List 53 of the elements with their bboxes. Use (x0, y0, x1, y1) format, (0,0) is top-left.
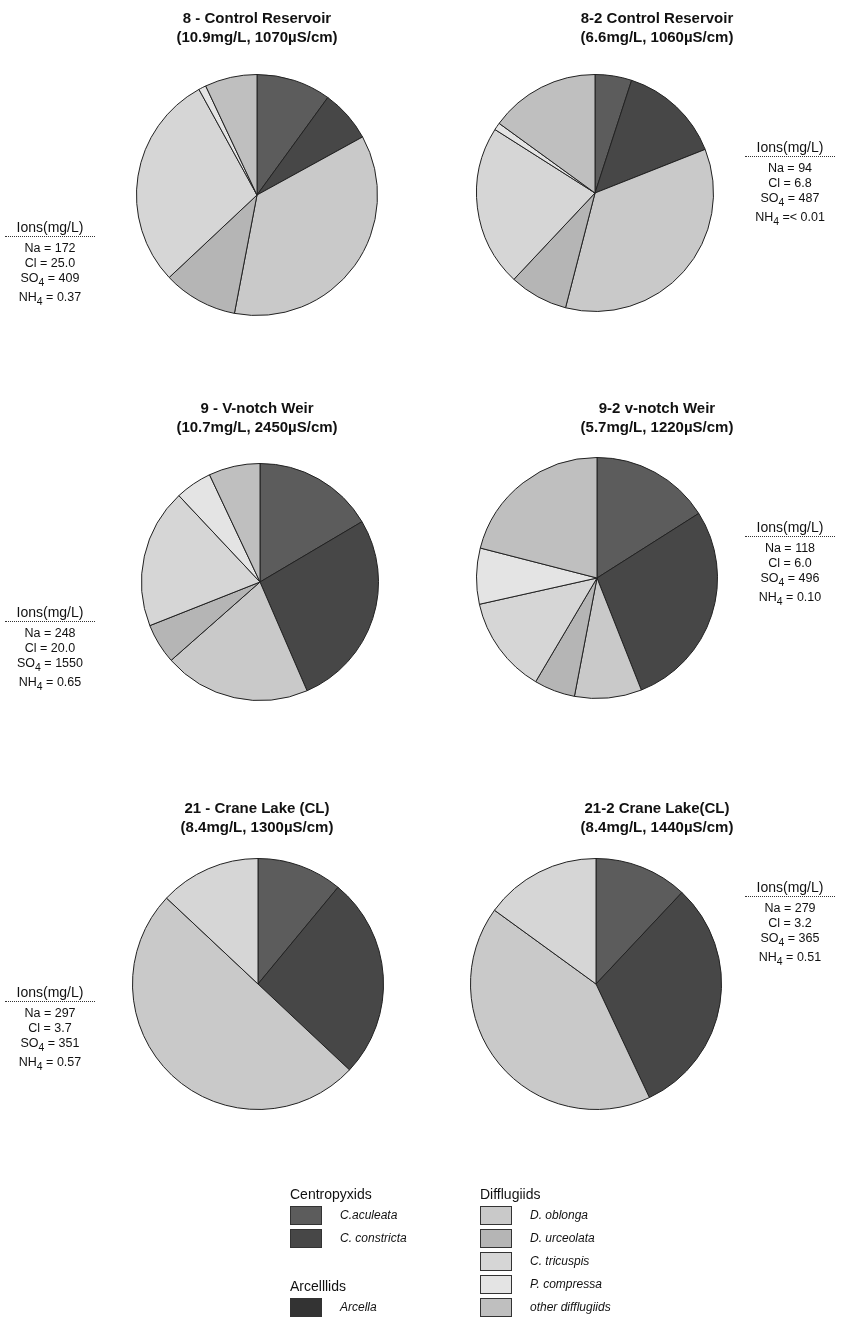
text: Ions(mg/L) (745, 879, 835, 897)
chart-subtitle: (10.7mg/L, 2450µS/cm) (175, 417, 339, 436)
text: Ions(mg/L) (5, 604, 95, 622)
chart-subtitle: (8.4mg/L, 1300µS/cm) (179, 817, 335, 836)
text: Na = 118 (763, 541, 817, 556)
text: NH$_{4}$ = 0.57 (17, 1054, 83, 1073)
text: Ions(mg/L) (5, 219, 95, 237)
legend-label: other difflugiids (530, 1300, 611, 1314)
text: Cl = 3.2 (767, 916, 813, 931)
chart-title: 8 - Control Reservoir (181, 8, 333, 27)
text: SO$_{4}$ = 496 (759, 571, 821, 590)
chart-subtitle: (6.6mg/L, 1060µS/cm) (579, 27, 735, 46)
text: Na = 172 (23, 241, 77, 256)
text: SO$_{4}$ = 487 (759, 191, 821, 210)
text: Na = 248 (23, 626, 77, 641)
text: Ions(mg/L) (745, 139, 835, 157)
chart-title: 9 - V-notch Weir (199, 398, 315, 417)
text: Difflugiids (480, 1186, 541, 1202)
chart-subtitle: (10.9mg/L, 1070µS/cm) (175, 27, 339, 46)
legend-label: D. oblonga (530, 1208, 589, 1222)
text: Cl = 3.7 (27, 1021, 73, 1036)
chart-title: 21-2 Crane Lake(CL) (583, 798, 731, 817)
text: Ions(mg/L) (5, 984, 95, 1002)
text: NH$_{4}$ = 0.37 (17, 289, 83, 308)
text: Na = 297 (23, 1006, 77, 1021)
text: Cl = 6.0 (767, 556, 813, 571)
text: Cl = 20.0 (23, 641, 77, 656)
legend-label: Arcella (340, 1300, 377, 1314)
legend-label: C.aculeata (340, 1208, 398, 1222)
chart-subtitle: (8.4mg/L, 1440µS/cm) (579, 817, 735, 836)
text: NH$_{4}$ = 0.65 (17, 674, 83, 693)
text: Na = 94 (766, 161, 814, 176)
text: NH$_{4}$ =< 0.01 (754, 209, 826, 228)
text: SO$_{4}$ = 1550 (16, 656, 84, 675)
chart-title: 21 - Crane Lake (CL) (183, 798, 331, 817)
text: Cl = 25.0 (23, 256, 77, 271)
legend-label: P. compressa (530, 1277, 602, 1291)
text: Centropyxids (290, 1186, 372, 1202)
text: Arcelllids (290, 1278, 347, 1294)
text: Na = 279 (763, 901, 817, 916)
chart-subtitle: (5.7mg/L, 1220µS/cm) (579, 417, 735, 436)
text: NH$_{4}$ = 0.10 (757, 589, 823, 608)
text: SO$_{4}$ = 409 (19, 271, 81, 290)
text: Ions(mg/L) (745, 519, 835, 537)
text: SO$_{4}$ = 351 (19, 1036, 81, 1055)
legend-label: C. constricta (340, 1231, 407, 1245)
chart-title: 8-2 Control Reservoir (579, 8, 735, 27)
legend-label: D. urceolata (530, 1231, 595, 1245)
chart-title: 9-2 v-notch Weir (597, 398, 717, 417)
text: NH$_{4}$ = 0.51 (757, 949, 823, 968)
text: SO$_{4}$ = 365 (759, 931, 821, 950)
legend-label: C. tricuspis (530, 1254, 590, 1268)
text: Cl = 6.8 (767, 176, 813, 191)
